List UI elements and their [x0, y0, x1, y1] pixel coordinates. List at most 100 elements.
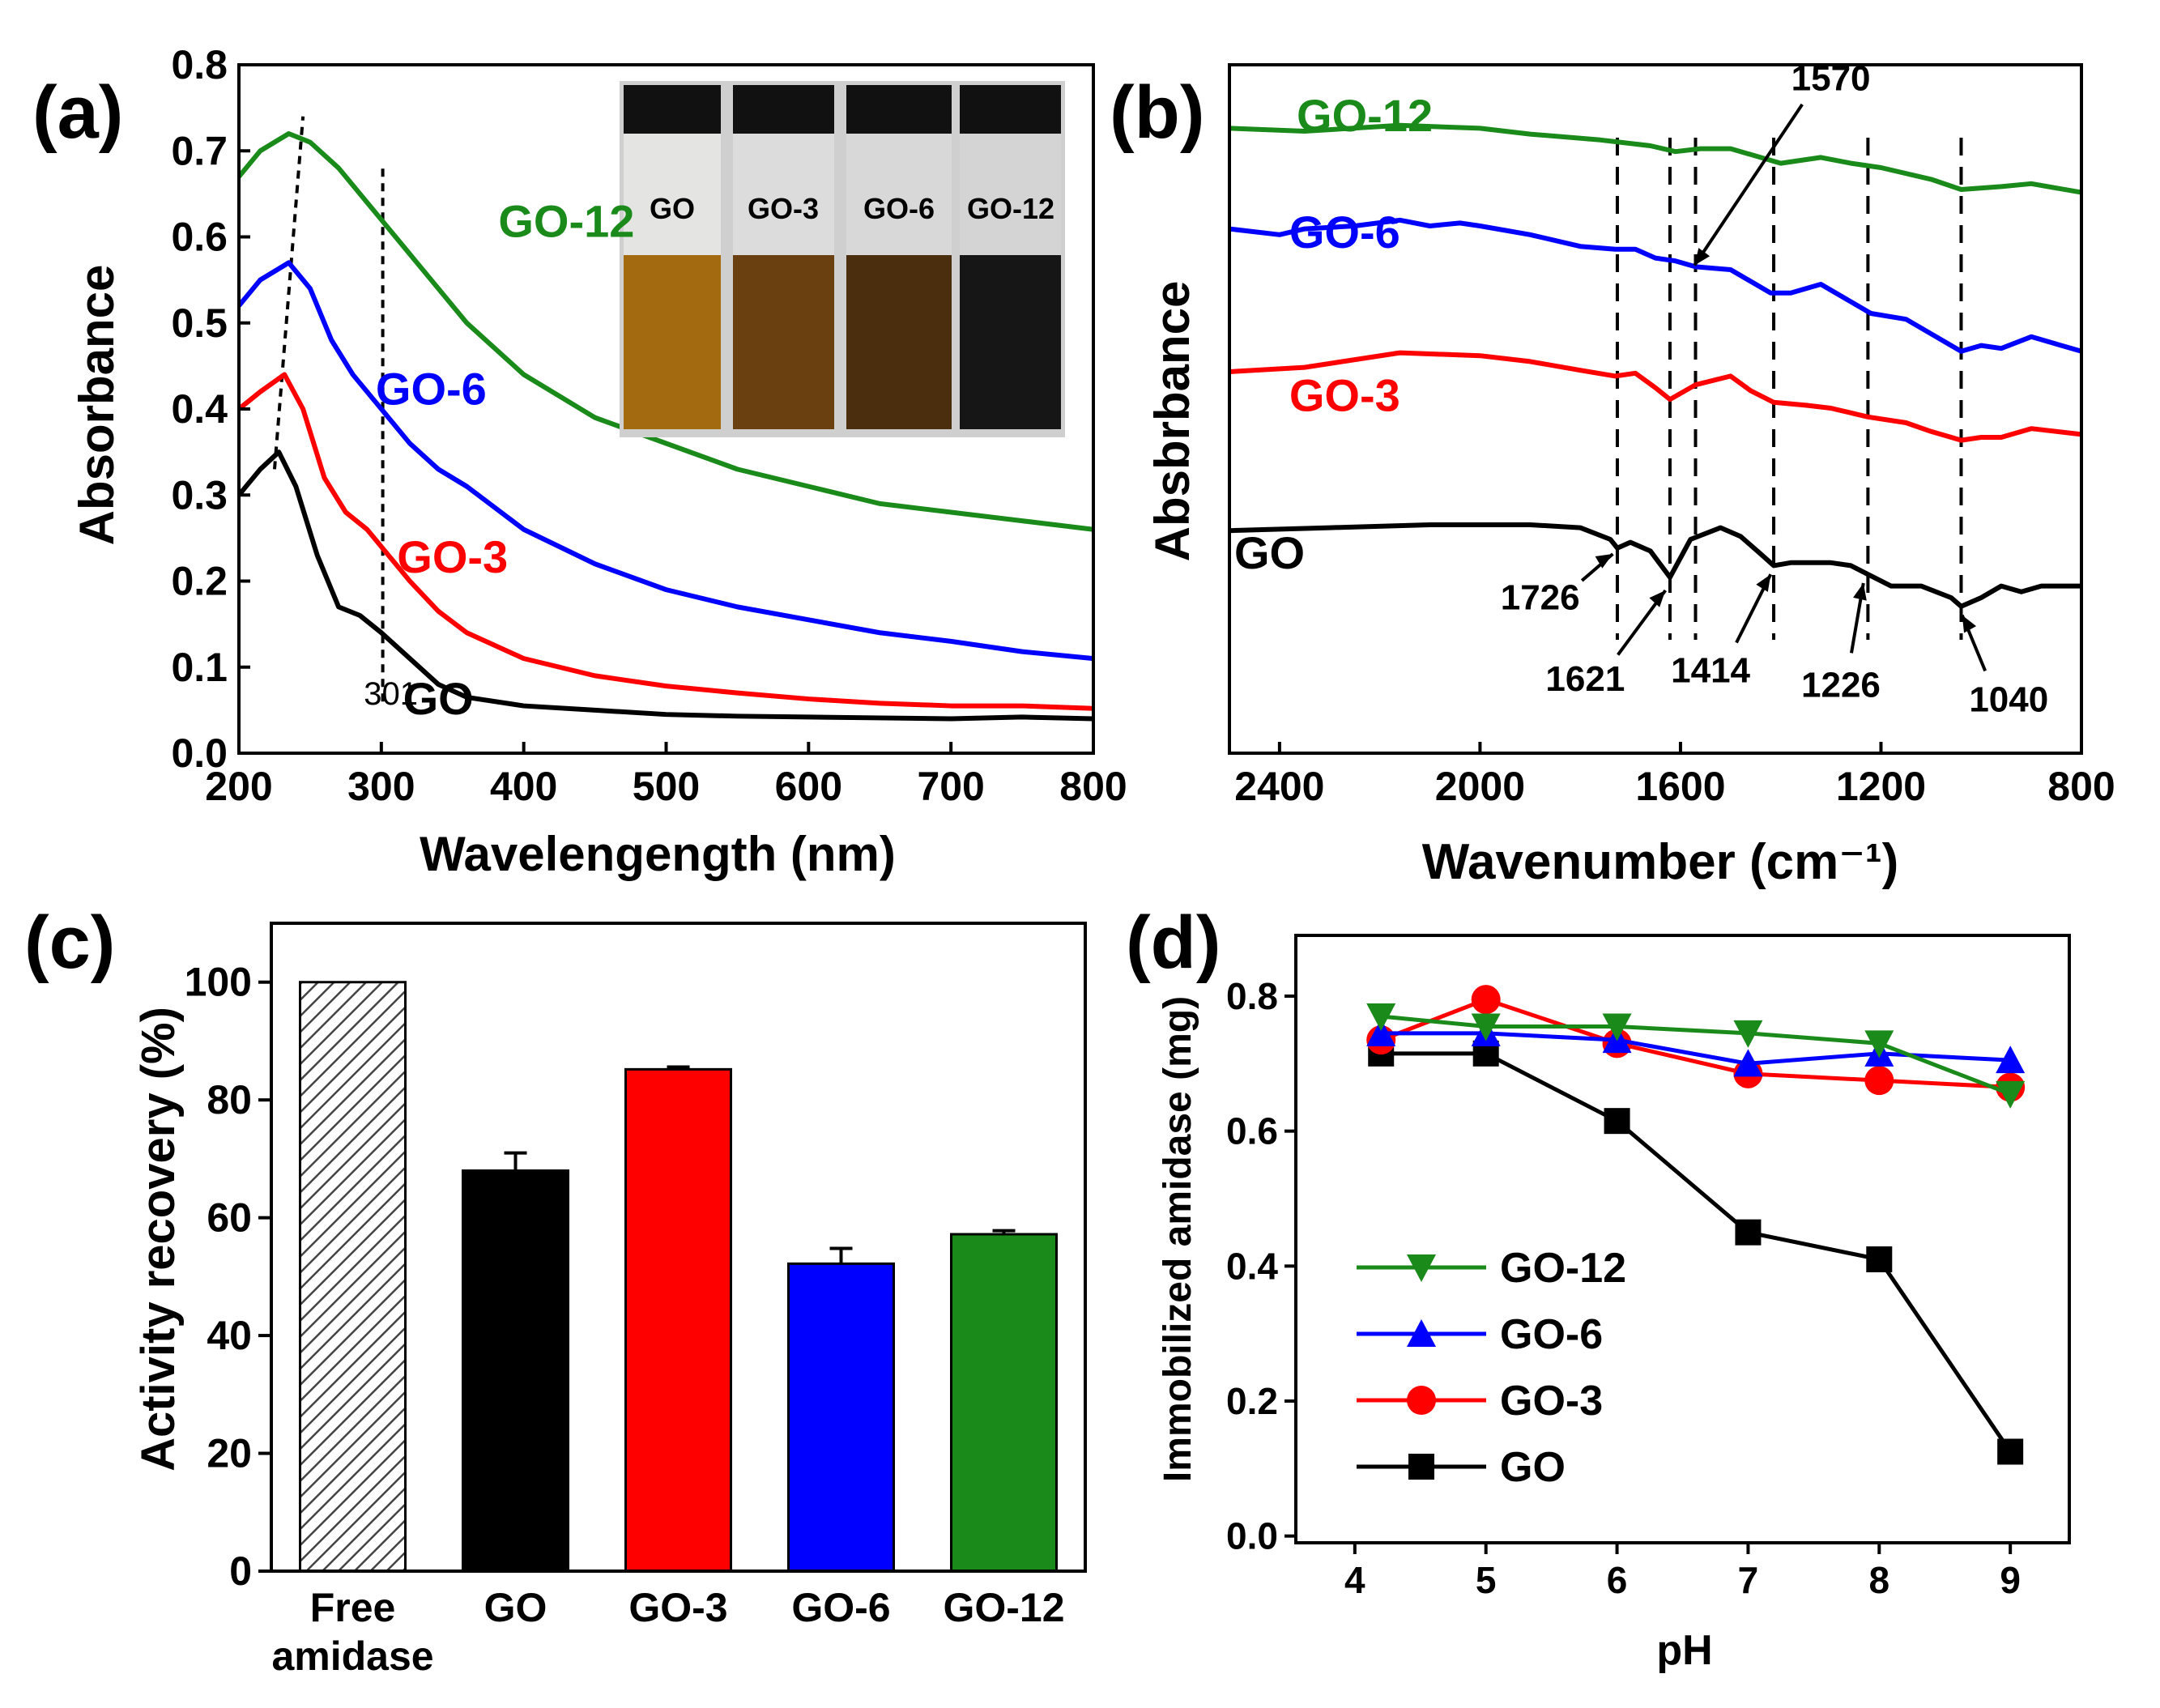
a-y-axis-title: Absorbance [70, 265, 124, 546]
b-series-labels: GO-12 GO-6 GO-3 GO [1234, 90, 1433, 578]
d-point-go [1604, 1108, 1630, 1135]
b-series-line-go-12 [1229, 122, 2082, 195]
a-series-line-go [236, 449, 1094, 722]
d-legend-marker-go [1408, 1454, 1434, 1480]
b-peak-arrowhead-1621 [1649, 590, 1666, 607]
c-y-tick-label: 100 [185, 960, 252, 1005]
d-point-go-12 [1733, 1020, 1763, 1048]
d-point-go [1735, 1219, 1762, 1246]
a-y-tick-label: 0.0 [171, 730, 228, 776]
d-point-go-12 [1996, 1080, 2026, 1109]
a-y-tick-label: 0.5 [171, 300, 228, 346]
c-bar-go-6 [787, 1262, 895, 1573]
d-x-tick-label: 4 [1344, 1559, 1365, 1601]
b-peak-arrowhead-1726 [1595, 554, 1613, 569]
d-legend-marker-go-6 [1407, 1319, 1436, 1347]
a-series [236, 131, 1094, 722]
vial-label-go-6: GO-6 [863, 192, 935, 225]
d-x-tick-label: 8 [1868, 1559, 1889, 1601]
c-category-label-go-12: GO-12 [943, 1585, 1064, 1630]
b-series-label-go-6: GO-6 [1289, 207, 1400, 258]
d-y-tick-label: 0.4 [1226, 1245, 1278, 1287]
b-peak-arrowhead-1040 [1962, 615, 1977, 633]
d-series-line-go-6 [1381, 1031, 2011, 1066]
d-y-tick-label: 0.8 [1226, 975, 1278, 1017]
a-y-tick-label: 0.2 [171, 559, 228, 604]
a-x-tick-label: 200 [205, 764, 272, 809]
a-series-line-go-3 [237, 372, 1094, 711]
a-x-tick-label: 800 [1059, 764, 1127, 809]
a-series-line-go-12 [236, 131, 1094, 532]
a-guides [272, 116, 385, 702]
b-x-tick-label: 1600 [1635, 764, 1725, 809]
a-x-tick-label: 600 [775, 764, 842, 809]
a-y-tick-label: 0.8 [171, 42, 228, 87]
d-series-line-go [1381, 1051, 2013, 1453]
d-point-go [1997, 1438, 2024, 1465]
a-y-tick-label: 0.3 [171, 472, 228, 518]
a-series-label-go-6: GO-6 [376, 364, 487, 415]
d-y-tick-label: 0.2 [1226, 1380, 1278, 1422]
vial-label-go-3: GO-3 [748, 192, 819, 225]
b-series-line-go [1229, 522, 2081, 609]
d-x-tick-label: 5 [1476, 1559, 1497, 1601]
b-y-axis-title: Absbrbance [1145, 281, 1199, 562]
a-axes: 200 300 400 500 600 700 800 0.0 0.1 0.2 0.3 0.4 0.5 0… [171, 42, 1127, 809]
d-legend: GO-12 GO-6 GO-3 GO [1357, 1245, 1626, 1491]
c-y-axis-title: Activity recovery (%) [132, 1007, 185, 1472]
panel-label-d: (d) [1126, 901, 1221, 984]
d-legend-marker-go-3 [1407, 1386, 1436, 1415]
b-peak-label-1726: 1726 [1501, 577, 1580, 617]
a-series-label-go-3: GO-3 [397, 531, 508, 582]
d-x-tick-label: 6 [1607, 1559, 1628, 1601]
d-legend-label-go: GO [1500, 1444, 1566, 1491]
c-category-label-go: GO [484, 1585, 547, 1630]
c-y-tick-label: 0 [229, 1548, 252, 1594]
a-x-tick-label: 400 [490, 764, 557, 809]
d-y-axis-title: Immobilized amidase (mg) [1157, 996, 1199, 1482]
d-x-tick-label: 7 [1738, 1559, 1759, 1601]
b-peak-lines [1615, 138, 1963, 640]
b-plot-frame [1228, 63, 2083, 755]
b-x-tick-label: 1200 [1836, 764, 1926, 809]
a-y-tick-label: 0.6 [171, 215, 228, 260]
b-peak-label-1414: 1414 [1671, 650, 1750, 690]
a-guide-line [272, 116, 305, 470]
c-category-label-free-amidase: amidase [271, 1633, 433, 1679]
d-point-go-3 [1471, 985, 1501, 1015]
b-x-tick-label: 2400 [1234, 764, 1324, 809]
d-plot-frame [1294, 934, 2071, 1544]
c-bar-go-12 [950, 1233, 1058, 1573]
d-series [1366, 985, 2026, 1465]
d-point-go-6 [1366, 1018, 1396, 1046]
d-legend-marker-go-12 [1407, 1254, 1436, 1282]
vial-label-go-12: GO-12 [967, 192, 1054, 225]
a-y-tick-label: 0.7 [171, 128, 228, 173]
b-peak-label-1621: 1621 [1545, 659, 1625, 699]
d-series-line-go-12 [1380, 1014, 2012, 1097]
c-category-label-go-6: GO-6 [791, 1585, 890, 1630]
d-x-tick-label: 9 [2000, 1559, 2021, 1601]
d-y-tick-label: 0.6 [1226, 1110, 1278, 1152]
vial-label-go: GO [650, 192, 695, 225]
b-peak-label-1040: 1040 [1969, 679, 2048, 719]
d-point-go-3 [1864, 1066, 1894, 1096]
b-peak-arrow-1570 [1693, 103, 1804, 266]
a-series-label-go-12: GO-12 [498, 196, 634, 247]
b-series-line-go-6 [1229, 217, 2082, 354]
d-series-line-go-3 [1380, 997, 2011, 1089]
b-axes: 2400 2000 1600 1200 800 [1228, 63, 2115, 809]
a-x-tick-label: 700 [917, 764, 984, 809]
c-category-label-go-3: GO-3 [628, 1585, 727, 1630]
b-peak-arrowhead-1226 [1853, 583, 1867, 601]
b-peak-arrowhead-1570 [1694, 248, 1711, 266]
a-series-label-go: GO [403, 673, 474, 724]
b-x-tick-label: 2000 [1435, 764, 1525, 809]
d-point-go-6 [1996, 1046, 2026, 1074]
b-peak-label-1226: 1226 [1801, 665, 1881, 705]
b-series-label-go-3: GO-3 [1289, 370, 1400, 421]
